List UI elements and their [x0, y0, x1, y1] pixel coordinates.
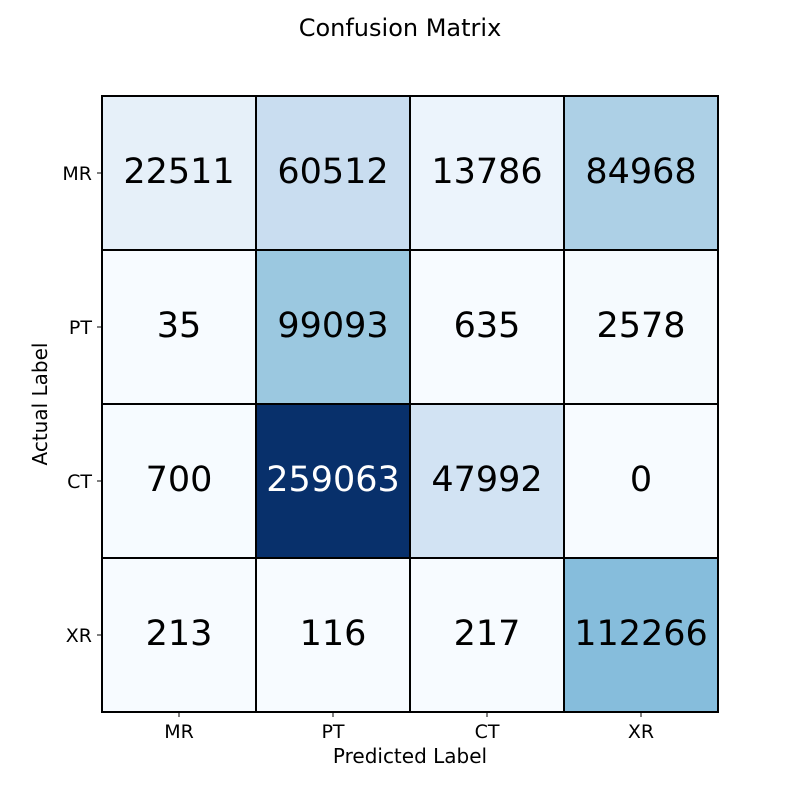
cell-value-2-0: 700 — [146, 460, 213, 500]
heatmap-cell-2-1 — [255, 403, 411, 559]
cell-value-0-0: 22511 — [123, 152, 234, 192]
heatmap-cell-labels: 22511 60512 13786 84968 35 99093 635 2578 700 259… — [123, 152, 707, 654]
cell-value-2-3: 0 — [630, 460, 652, 500]
axis-ticks: MR PT CT XR MR PT CT XR — [62, 163, 654, 743]
heatmap-cell-0-1 — [255, 95, 411, 251]
y-tick-label-2: CT — [67, 471, 92, 493]
cell-value-1-1: 99093 — [277, 306, 388, 346]
cell-value-1-3: 2578 — [596, 306, 685, 346]
cell-value-1-0: 35 — [157, 306, 202, 346]
heatmap-cell-3-1 — [255, 557, 411, 713]
heatmap-cell-0-3 — [563, 95, 719, 251]
x-tick-label-0: MR — [164, 721, 194, 743]
cell-value-2-1: 259063 — [266, 460, 400, 500]
heatmap-cell-3-3 — [563, 557, 719, 713]
y-axis-label: Actual Label — [28, 343, 52, 466]
heatmap-cell-0-0 — [101, 95, 257, 251]
cell-value-0-3: 84968 — [585, 152, 696, 192]
cell-value-0-2: 13786 — [431, 152, 542, 192]
heatmap-cell-0-2 — [409, 95, 565, 251]
y-tick-label-0: MR — [62, 163, 92, 185]
cell-value-0-1: 60512 — [277, 152, 388, 192]
x-axis-label: Predicted Label — [333, 744, 487, 768]
x-tick-label-2: CT — [475, 721, 500, 743]
y-tick-label-1: PT — [69, 317, 92, 339]
heatmap-cell-1-3 — [563, 249, 719, 405]
cell-value-3-0: 213 — [146, 614, 213, 654]
y-tick-label-3: XR — [66, 625, 92, 647]
heatmap-cell-2-3 — [563, 403, 719, 559]
heatmap-cell-1-1 — [255, 249, 411, 405]
cell-value-2-2: 47992 — [431, 460, 542, 500]
cell-value-3-1: 116 — [300, 614, 367, 654]
heatmap-cell-1-0 — [101, 249, 257, 405]
x-tick-label-3: XR — [628, 721, 654, 743]
heatmap-cell-3-0 — [101, 557, 257, 713]
cell-value-3-2: 217 — [454, 614, 521, 654]
heatmap-cells — [101, 95, 719, 713]
chart-title: Confusion Matrix — [299, 14, 502, 42]
cell-value-3-3: 112266 — [574, 614, 708, 654]
cell-value-1-2: 635 — [454, 306, 521, 346]
x-tick-label-1: PT — [321, 721, 344, 743]
